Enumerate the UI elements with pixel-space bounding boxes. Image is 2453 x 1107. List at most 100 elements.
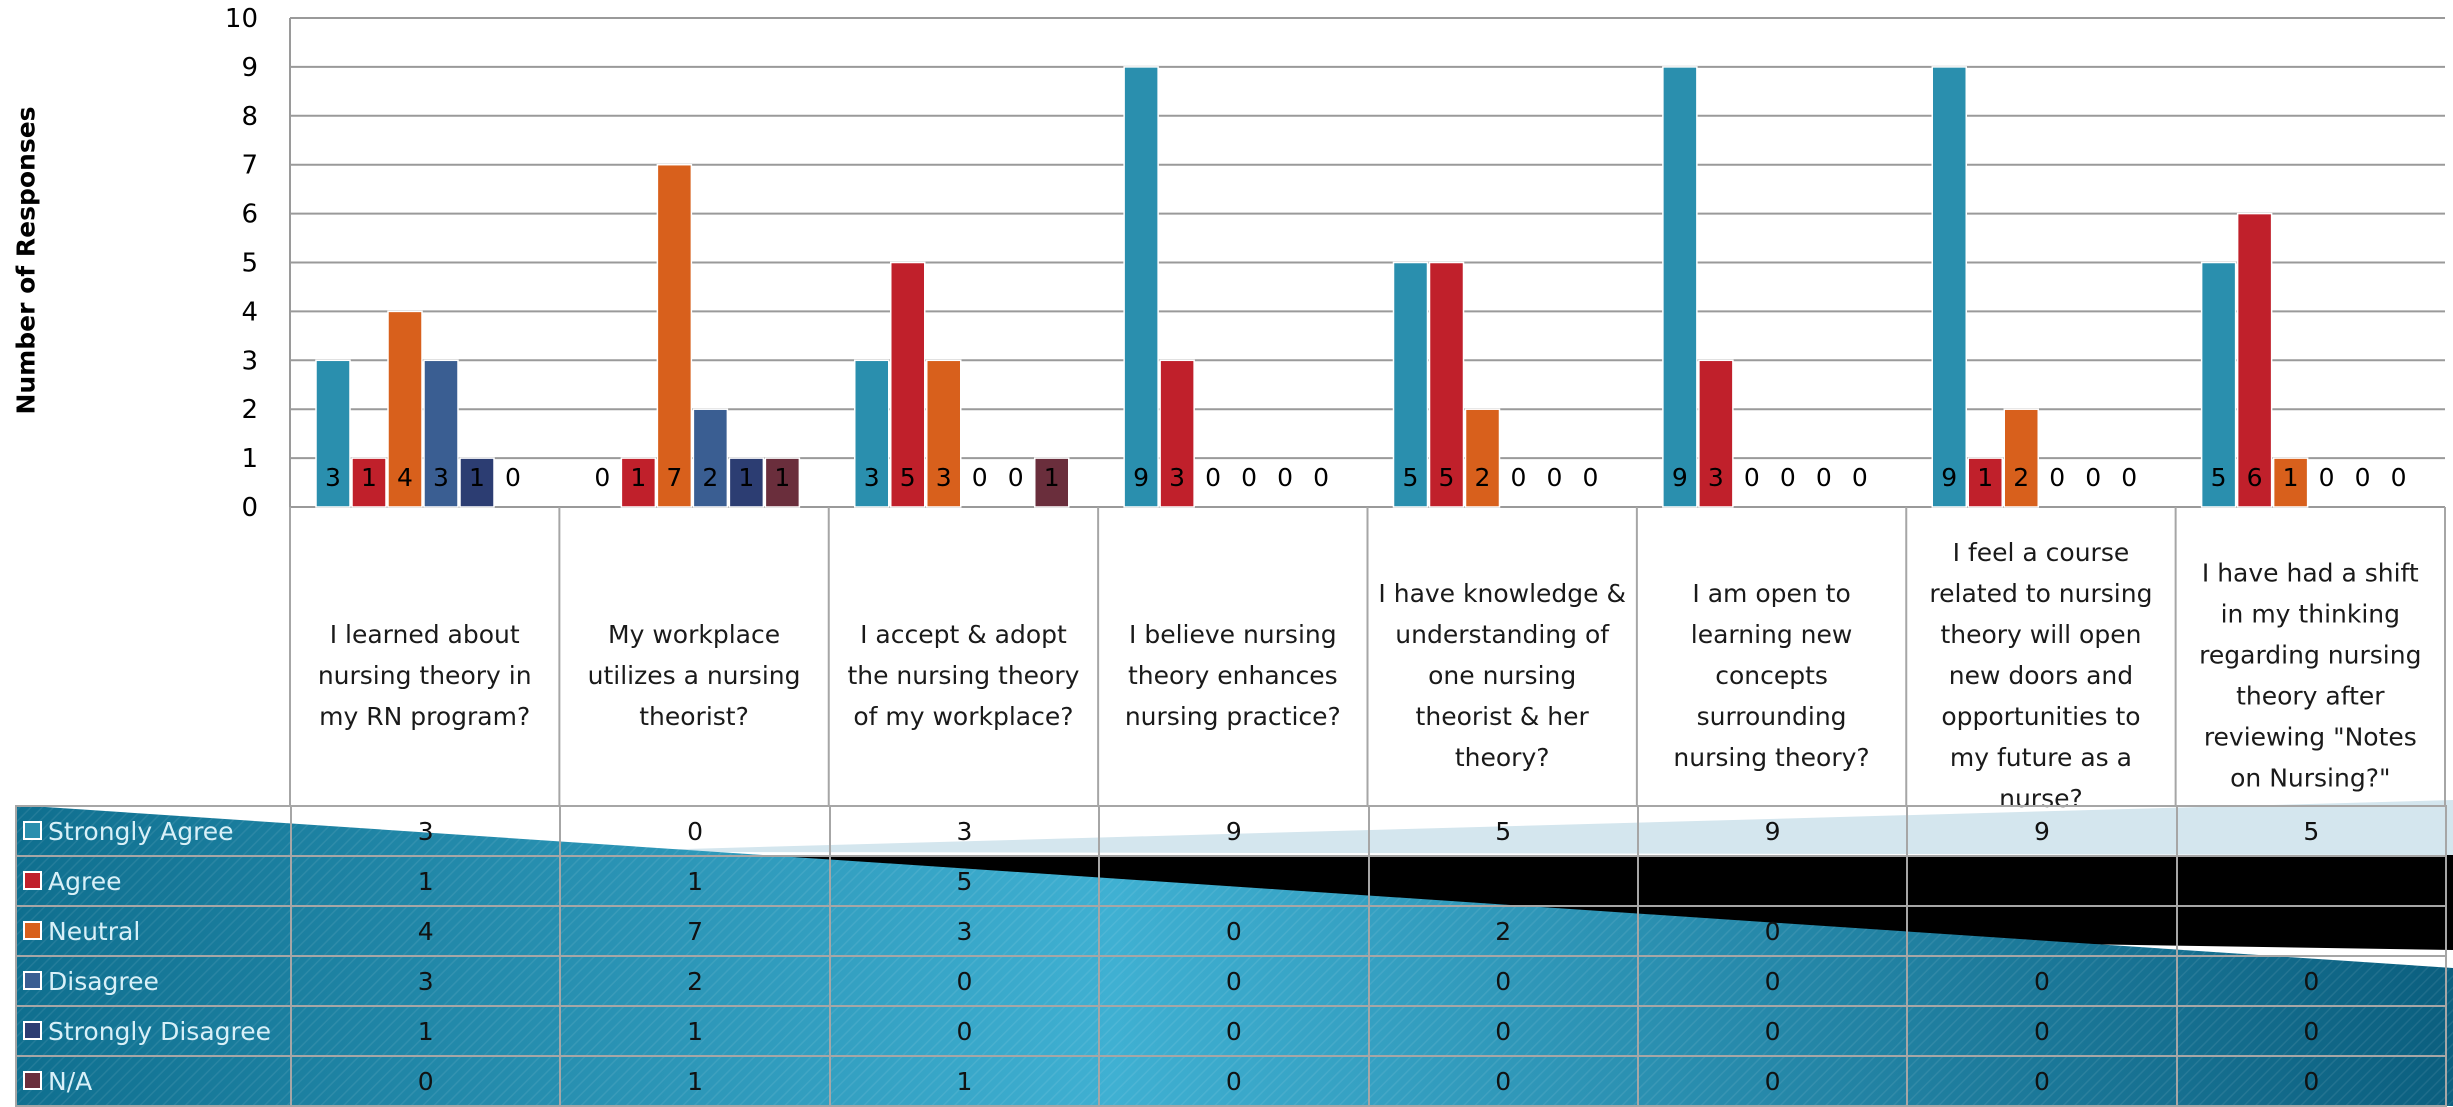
bar bbox=[2003, 408, 2039, 508]
table-cell: 1 bbox=[289, 855, 562, 907]
table-cell: 1 bbox=[828, 1055, 1101, 1107]
legend-entry: Disagree bbox=[15, 955, 292, 1007]
y-axis-title: Number of Responses bbox=[11, 105, 41, 415]
bar-value-label: 0 bbox=[1008, 463, 1024, 492]
bar-value-label: 0 bbox=[1205, 463, 1221, 492]
bar bbox=[656, 163, 693, 508]
table-cell: 9 bbox=[1098, 805, 1370, 857]
legend-entry: Strongly Disagree bbox=[15, 1005, 292, 1057]
y-tick-label: 8 bbox=[241, 102, 258, 132]
table-cell: 2 bbox=[1367, 905, 1639, 957]
legend-entry: Neutral bbox=[15, 905, 292, 957]
table-cell: 7 bbox=[559, 905, 831, 957]
bar bbox=[2272, 457, 2309, 508]
legend-swatch bbox=[23, 871, 42, 890]
table-cell: 0 bbox=[1906, 955, 2178, 1007]
y-tick-label: 1 bbox=[241, 444, 258, 474]
table-cell: 1 bbox=[559, 1055, 831, 1107]
bar bbox=[692, 408, 729, 508]
table-cell: 3 bbox=[289, 955, 562, 1007]
y-tick-label: 3 bbox=[241, 346, 258, 376]
legend-entry: Strongly Agree bbox=[15, 805, 292, 857]
bar-value-label: 3 bbox=[864, 463, 880, 492]
table-cell: 2 bbox=[559, 955, 831, 1007]
bar bbox=[423, 359, 459, 508]
bar bbox=[1464, 408, 1501, 508]
bar bbox=[890, 261, 926, 508]
legend-swatch bbox=[23, 971, 42, 990]
table-row: N/A 0 1 1 0 0 0 0 0 bbox=[15, 1055, 2448, 1107]
table-cell: 0 bbox=[1636, 905, 1909, 957]
category-labels: I learned about nursing theory in my RN pr… bbox=[289, 507, 2446, 813]
table-cell: 1 bbox=[1906, 855, 2178, 907]
bars bbox=[315, 66, 2309, 508]
table-cell: 0 bbox=[1636, 1005, 1909, 1057]
table-cell: 1 bbox=[559, 1005, 831, 1057]
table-cell: 2 bbox=[1906, 905, 2178, 957]
table-cell: 1 bbox=[559, 855, 831, 907]
bar-value-label: 3 bbox=[1708, 463, 1724, 492]
table-cell: 5 bbox=[1367, 855, 1639, 907]
bar bbox=[1428, 261, 1465, 508]
legend-label: Agree bbox=[48, 866, 122, 896]
legend-swatch bbox=[23, 821, 42, 840]
y-tick-label: 4 bbox=[241, 297, 258, 327]
table-cell: 0 bbox=[1098, 1005, 1370, 1057]
bar-value-label: 0 bbox=[2319, 463, 2335, 492]
bar bbox=[926, 359, 962, 508]
bar bbox=[2200, 261, 2237, 508]
legend-label: Disagree bbox=[48, 966, 159, 996]
bar-value-label: 0 bbox=[1241, 463, 1257, 492]
category-label: I feel a course related to nursing theory … bbox=[1929, 538, 2152, 813]
bar-data-labels: 3 0 3 9 5 9 9 51 1 5 3 5 3 1 64 7 3 0 2 0 2 13 2 0 0 0 0 0 01 1 0 0 0 0 0 0… bbox=[325, 463, 2407, 492]
table-cell: 0 bbox=[1098, 905, 1370, 957]
table-cell: 4 bbox=[289, 905, 562, 957]
bar-value-label: 0 bbox=[1511, 463, 1527, 492]
bar bbox=[2236, 212, 2273, 508]
table-cell: 0 bbox=[1367, 1005, 1639, 1057]
table-cell: 1 bbox=[2175, 905, 2448, 957]
table-cell: 0 bbox=[828, 955, 1101, 1007]
table-row: Disagree 3 2 0 0 0 0 0 0 bbox=[15, 955, 2448, 1007]
bar-value-label: 1 bbox=[630, 463, 646, 492]
bar-value-label: 0 bbox=[972, 463, 988, 492]
table-row: Strongly Disagree 1 1 0 0 0 0 0 0 bbox=[15, 1005, 2448, 1057]
bar-value-label: 3 bbox=[325, 463, 341, 492]
legend-label: Neutral bbox=[48, 916, 141, 946]
table-cell: 9 bbox=[1636, 805, 1909, 857]
table-cell: 0 bbox=[1367, 1055, 1639, 1107]
y-axis-title-container: Number of Responses bbox=[6, 50, 46, 470]
legend-swatch bbox=[23, 1021, 42, 1040]
y-axis: 0 1 2 3 4 5 6 7 8 9 10 bbox=[225, 4, 291, 523]
bar-value-label: 2 bbox=[2013, 463, 2029, 492]
bar-value-label: 0 bbox=[2049, 463, 2065, 492]
bar bbox=[459, 457, 495, 508]
table-row: Strongly Agree 3 0 3 9 5 9 9 5 bbox=[15, 805, 2448, 857]
category-label: I learned about nursing theory in my RN pr… bbox=[318, 620, 532, 731]
table-cell: 5 bbox=[828, 855, 1101, 907]
legend-entry: Agree bbox=[15, 855, 292, 907]
legend-label: N/A bbox=[48, 1066, 93, 1096]
bar-value-label: 6 bbox=[2247, 463, 2263, 492]
legend-swatch bbox=[23, 921, 42, 940]
bar-value-label: 0 bbox=[2355, 463, 2371, 492]
table-cell: 9 bbox=[1906, 805, 2178, 857]
category-label: I believe nursing theory enhances nursing … bbox=[1125, 620, 1341, 731]
table-cell: 3 bbox=[289, 805, 562, 857]
table-cell: 3 bbox=[828, 905, 1101, 957]
bar bbox=[1159, 359, 1195, 508]
bar-value-label: 0 bbox=[1313, 463, 1329, 492]
table-cell: 0 bbox=[1906, 1005, 2178, 1057]
bar-value-label: 0 bbox=[2391, 463, 2407, 492]
bar-value-label: 5 bbox=[900, 463, 916, 492]
y-tick-label: 7 bbox=[241, 151, 258, 181]
y-tick-label: 5 bbox=[241, 249, 258, 279]
bar bbox=[351, 457, 387, 508]
bar bbox=[1967, 457, 2003, 508]
y-tick-label: 10 bbox=[225, 4, 258, 34]
table-cell: 0 bbox=[1636, 955, 1909, 1007]
bar-value-label: 0 bbox=[1852, 463, 1868, 492]
legend-entry: N/A bbox=[15, 1055, 292, 1107]
category-label: I am open to learning new concepts surround… bbox=[1673, 579, 1869, 772]
table-cell: 0 bbox=[1367, 955, 1639, 1007]
